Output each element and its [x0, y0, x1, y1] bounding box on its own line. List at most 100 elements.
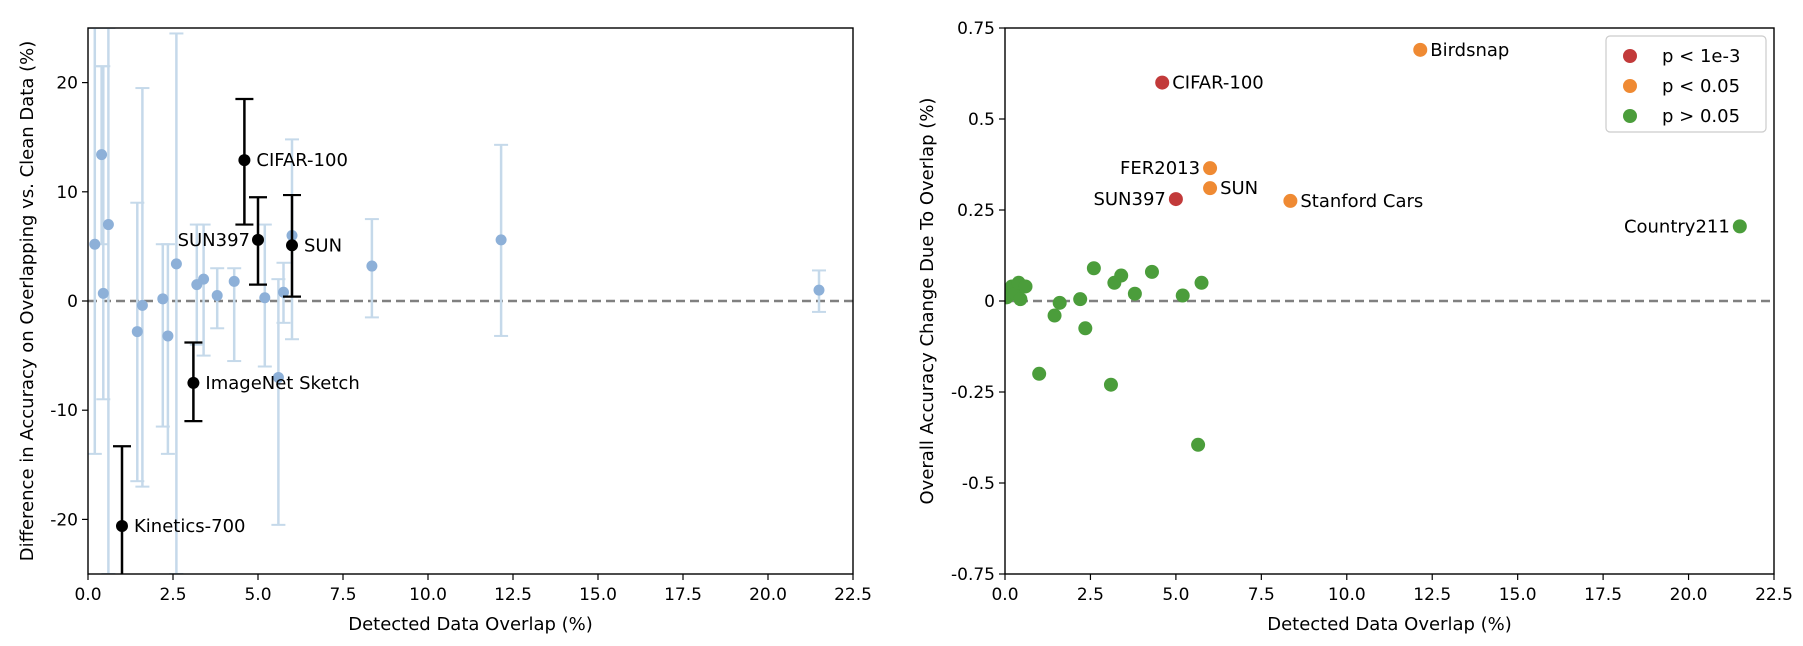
background-errorbar	[196, 223, 211, 357]
point-label: CIFAR-100	[1172, 73, 1264, 94]
data-point	[1073, 292, 1088, 307]
x-tick-label: 22.5	[834, 585, 872, 605]
x-tick-label: 7.5	[329, 585, 356, 605]
left-panel: 0.0 2.5 5.0 7.5 10.0 12.5 15.0 17.5 20.0 22.5 -20 -…	[17, 27, 872, 635]
x-tick-label: 15.0	[579, 585, 617, 605]
point-label: SUN397	[178, 230, 250, 251]
background-point	[102, 219, 114, 231]
background-point	[211, 290, 223, 302]
legend-label: p < 0.05	[1662, 76, 1740, 97]
data-point	[1191, 437, 1206, 452]
data-point	[1203, 161, 1218, 176]
data-point	[1732, 219, 1747, 234]
point-label: FER2013	[1120, 158, 1200, 179]
background-point	[259, 292, 271, 304]
data-point	[1203, 181, 1218, 196]
plot-area	[1005, 42, 1747, 452]
x-tick-label: 0.0	[991, 585, 1018, 605]
x-tick-label: 17.5	[1584, 585, 1622, 605]
x-tick-label: 20.0	[749, 585, 787, 605]
point-label: SUN	[1220, 178, 1258, 199]
background-errorbar	[169, 32, 184, 574]
y-tick-label: 0.25	[957, 201, 995, 221]
point-label: CIFAR-100	[256, 150, 348, 171]
y-tick-label: 0	[67, 292, 78, 312]
data-point	[1047, 308, 1062, 323]
x-tick-label: 2.5	[159, 585, 186, 605]
x-tick-label: 22.5	[1755, 585, 1793, 605]
point-label: Kinetics-700	[134, 516, 245, 537]
data-point	[1103, 377, 1118, 392]
y-tick-label: -0.5	[962, 474, 995, 494]
background-errorbar	[135, 87, 150, 488]
y-tick-label: 0.5	[968, 110, 995, 130]
legend-label: p < 1e-3	[1662, 46, 1740, 67]
x-axis-label: Detected Data Overlap (%)	[1267, 614, 1512, 635]
y-tick-label: -0.75	[951, 565, 995, 585]
plot-frame	[87, 27, 854, 575]
x-tick-label: 17.5	[664, 585, 702, 605]
point-label: SUN	[304, 235, 342, 256]
background-point	[272, 371, 284, 383]
y-axis-label: Difference in Accuracy on Overlapping vs…	[17, 41, 38, 562]
x-tick-label: 10.0	[1328, 585, 1366, 605]
data-point	[1078, 321, 1093, 336]
data-point	[1413, 42, 1428, 57]
point-label: SUN397	[1093, 189, 1165, 210]
data-point	[1114, 268, 1129, 283]
data-point	[1013, 292, 1028, 307]
legend-marker	[1623, 109, 1637, 123]
y-tick-label: 20	[56, 74, 78, 94]
legend-marker	[1623, 49, 1637, 63]
background-point	[366, 260, 378, 272]
data-point	[1052, 295, 1067, 310]
y-axis-label: Overall Accuracy Change Due To Overlap (…	[917, 98, 938, 505]
legend-marker	[1623, 79, 1637, 93]
x-tick-label: 2.5	[1077, 585, 1104, 605]
data-point	[1283, 193, 1298, 208]
y-tick-label: 0.75	[957, 19, 995, 39]
background-point	[96, 149, 108, 161]
y-tick-label: 0	[984, 292, 995, 312]
highlight-point	[252, 233, 264, 246]
x-tick-label: 10.0	[409, 585, 447, 605]
data-point	[1175, 288, 1190, 303]
x-tick-label: 5.0	[1162, 585, 1189, 605]
x-tick-label: 12.5	[1413, 585, 1451, 605]
highlight-point	[116, 519, 128, 532]
background-point	[97, 287, 109, 299]
legend-frame	[1605, 35, 1767, 133]
x-axis-label: Detected Data Overlap (%)	[348, 614, 593, 635]
x-tick-label: 5.0	[244, 585, 271, 605]
point-label: Birdsnap	[1430, 40, 1509, 61]
x-tick-label: 12.5	[494, 585, 532, 605]
plot-area	[88, 28, 826, 574]
right-panel: 0.0 2.5 5.0 7.5 10.0 12.5 15.0 17.5 20.0 22.5 -0.7…	[917, 19, 1793, 635]
background-point	[278, 286, 289, 298]
highlight-point	[286, 239, 298, 252]
y-tick-label: 10	[56, 183, 78, 203]
background-point	[170, 258, 182, 270]
data-point	[1194, 275, 1209, 290]
data-point	[1086, 261, 1101, 276]
y-tick-label: -10	[50, 401, 78, 421]
background-point	[89, 238, 101, 250]
background-point	[131, 326, 143, 338]
y-tick-label: -20	[50, 510, 78, 530]
background-errorbar	[160, 243, 175, 455]
x-tick-label: 15.0	[1499, 585, 1537, 605]
x-tick-label: 0.0	[74, 585, 101, 605]
x-tick-label: 20.0	[1670, 585, 1708, 605]
point-label: Country211	[1624, 216, 1730, 237]
highlight-point	[238, 154, 251, 167]
background-errorbar	[101, 28, 116, 574]
point-label: Stanford Cars	[1300, 191, 1423, 212]
background-point	[136, 299, 148, 311]
point-label: ImageNet Sketch	[205, 373, 359, 394]
background-point	[157, 293, 169, 305]
legend: p < 1e-3 p < 0.05 p > 0.05	[1605, 35, 1767, 133]
legend-label: p > 0.05	[1662, 106, 1740, 127]
data-point	[1032, 366, 1047, 381]
background-point	[228, 275, 240, 287]
